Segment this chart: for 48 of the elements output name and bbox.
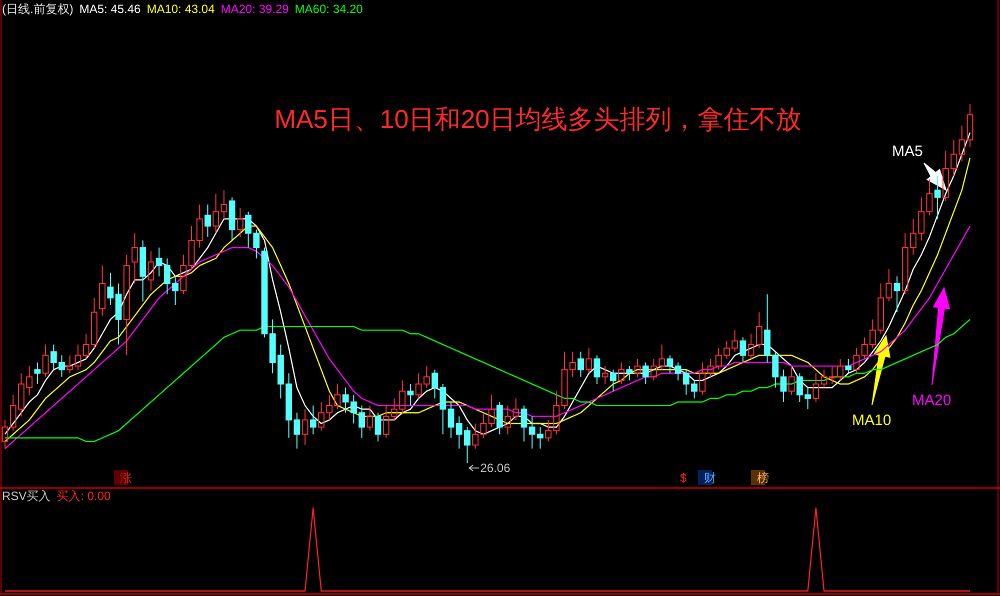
candlestick (107, 272, 114, 306)
candlestick (602, 366, 608, 385)
text: 财 (704, 471, 716, 485)
candlestick (236, 208, 244, 238)
text: $ (680, 471, 687, 485)
candlestick (123, 254, 130, 356)
candlestick (196, 204, 203, 248)
candlestick (132, 232, 138, 284)
candlestick (66, 354, 74, 374)
candlestick (578, 351, 584, 378)
text: 买入: 0.00 (56, 489, 112, 503)
candlestick (569, 351, 576, 378)
candlestick (894, 276, 900, 313)
candlestick (180, 254, 187, 295)
text: MA60: 34.20 (294, 2, 364, 16)
chart-subtitle: (日线.前复权) (2, 2, 74, 16)
candlestick (966, 104, 974, 148)
annotation: MA5 (892, 143, 923, 160)
candlestick (407, 384, 414, 406)
candlestick (788, 366, 795, 396)
candlestick (140, 240, 146, 302)
candlestick (302, 408, 308, 446)
candlestick (780, 369, 787, 402)
candlestick (853, 348, 860, 374)
candlestick (610, 369, 616, 392)
candlestick (926, 178, 933, 216)
text: MA20: 39.29 (220, 2, 290, 16)
candlestick (2, 419, 8, 450)
candlestick (934, 175, 941, 220)
candlestick (586, 348, 592, 374)
candlestick (699, 362, 706, 396)
candlestick (99, 265, 106, 316)
candlestick (845, 358, 852, 374)
annotation: MA20 (912, 392, 952, 409)
chart-title: MA5日、10日和20日均线多头排列，拿住不放 (274, 104, 802, 134)
candlestick (115, 283, 122, 346)
text: MA5: 45.46 (79, 2, 142, 16)
text: MA10: 43.04 (146, 2, 216, 16)
candlestick (148, 250, 154, 292)
candlestick (34, 362, 41, 385)
candlestick (448, 401, 454, 438)
candlestick (374, 412, 382, 442)
text: 榜 (757, 471, 769, 485)
candlestick (204, 204, 211, 238)
chart-title: RSV买入 (2, 489, 51, 503)
annotation: 26.06 (480, 461, 511, 475)
candlestick (310, 405, 316, 435)
annotation: MA10 (852, 412, 892, 429)
